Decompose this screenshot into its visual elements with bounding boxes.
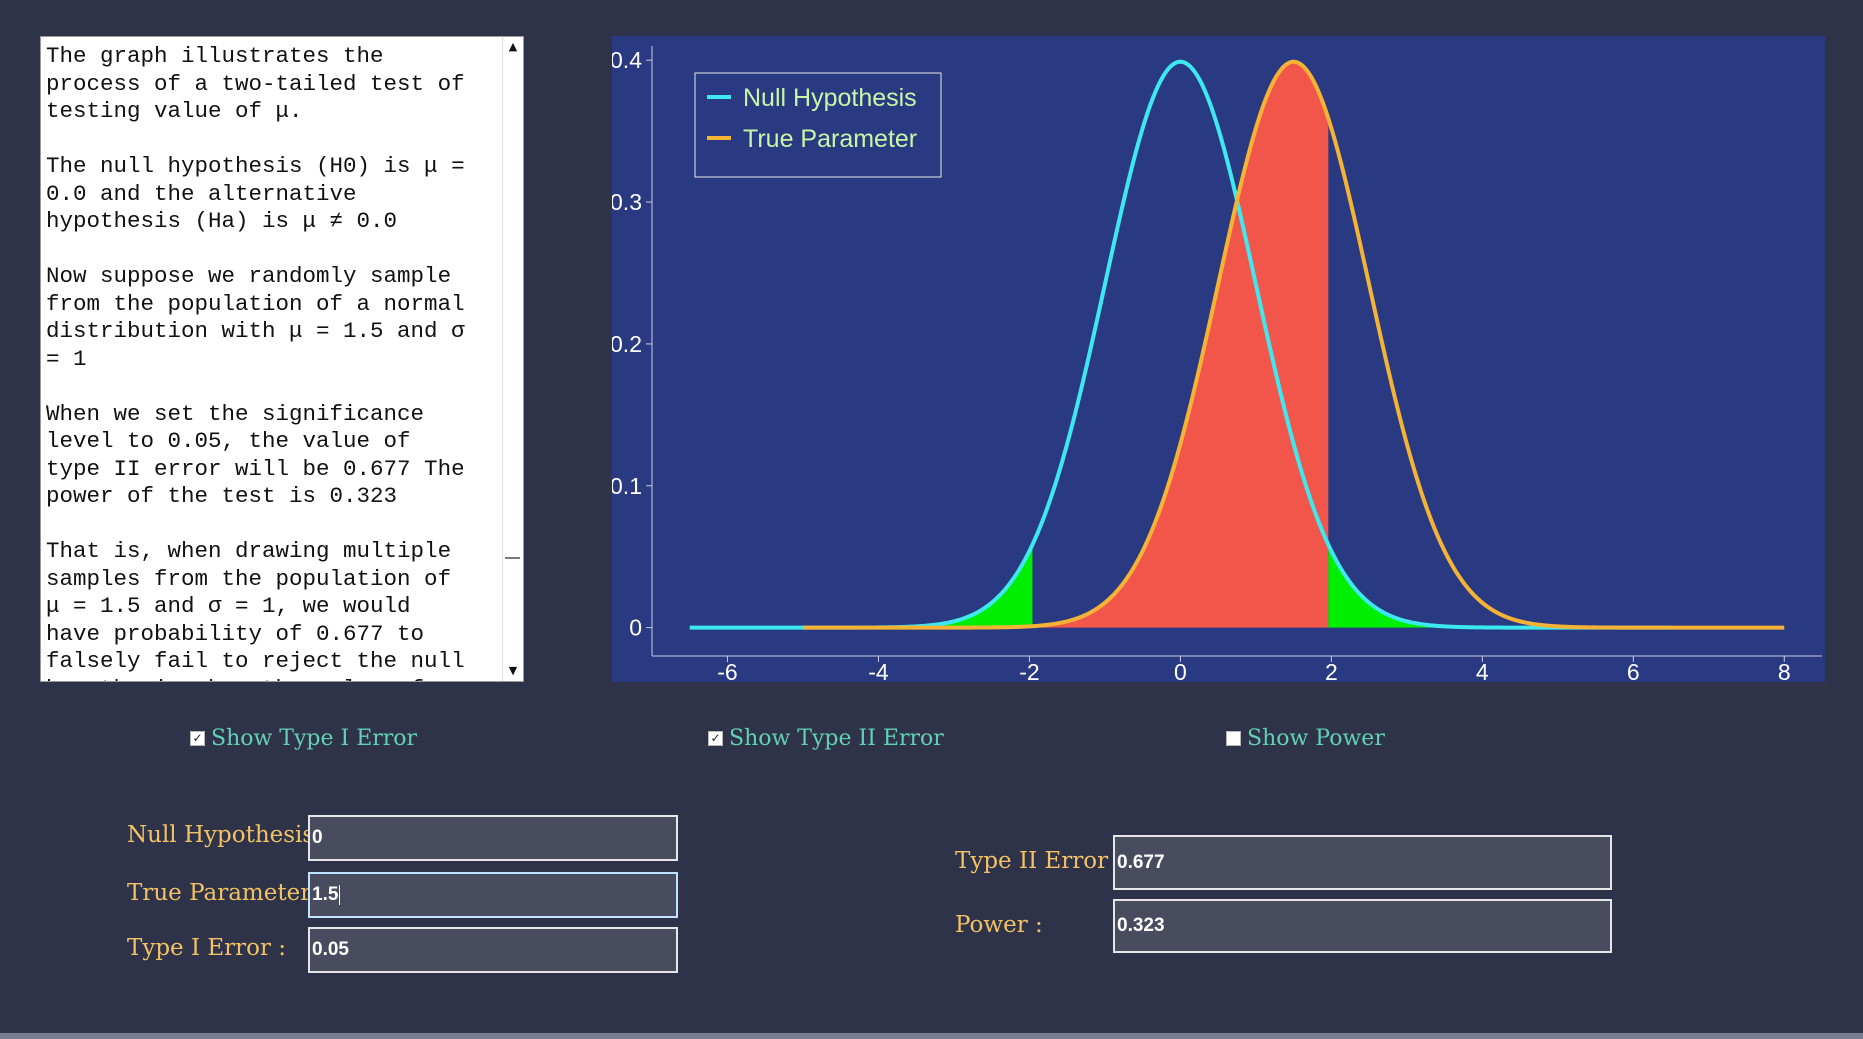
type1-error-area-right xyxy=(1328,544,1672,628)
type2-error-area xyxy=(1032,61,1329,628)
type2-error-label: Type II Error : xyxy=(955,848,1124,874)
power-value: 0.323 xyxy=(1117,915,1165,936)
true-parameter-label: True Parameter : xyxy=(127,880,327,906)
explanation-text-panel[interactable]: The graph illustrates the process of a t… xyxy=(40,36,524,682)
x-tick-label: 0 xyxy=(1174,659,1187,682)
type2-checkbox-box[interactable]: ✓ xyxy=(708,731,723,746)
y-tick-label: 0.3 xyxy=(612,189,642,215)
chart-svg: -6 -4 -2 0 2 4 6 8 0 0.1 0.2 0.3 0.4 Null Hypothesis T… xyxy=(612,46,1822,682)
type2-error-output[interactable]: 0.677 xyxy=(1113,835,1612,890)
legend-true-label: True Parameter xyxy=(743,125,917,153)
y-tick-label: 0.4 xyxy=(612,47,642,73)
x-tick-label: 8 xyxy=(1778,659,1791,682)
show-power-checkbox[interactable]: Show Power xyxy=(1226,726,1385,751)
legend-null-label: Null Hypothesis xyxy=(743,84,917,112)
type2-checkbox-label: Show Type II Error xyxy=(729,726,944,751)
type2-error-value: 0.677 xyxy=(1117,851,1165,873)
power-checkbox-box[interactable] xyxy=(1226,731,1241,746)
type1-error-value: 0.05 xyxy=(312,939,349,960)
scrollbar-thumb[interactable] xyxy=(505,59,520,559)
type1-error-input[interactable]: 0.05 xyxy=(308,927,678,973)
show-type2-error-checkbox[interactable]: ✓ Show Type II Error xyxy=(708,726,944,751)
y-tick-label: 0.1 xyxy=(612,473,642,499)
x-tick-label: -2 xyxy=(1019,659,1039,682)
power-output[interactable]: 0.323 xyxy=(1113,899,1612,953)
type1-checkbox-box[interactable]: ✓ xyxy=(190,731,205,746)
x-tick-label: 4 xyxy=(1476,659,1489,682)
null-hypothesis-input[interactable]: 0 xyxy=(308,815,678,861)
show-type1-error-checkbox[interactable]: ✓ Show Type I Error xyxy=(190,726,417,751)
explanation-text: The graph illustrates the process of a t… xyxy=(46,43,465,681)
text-caret xyxy=(339,885,341,905)
scroll-down-arrow-icon[interactable]: ▼ xyxy=(508,664,518,677)
scroll-up-arrow-icon[interactable]: ▲ xyxy=(508,40,518,53)
x-tick-label: 6 xyxy=(1627,659,1640,682)
x-tick-label: 2 xyxy=(1325,659,1338,682)
legend-box xyxy=(694,72,942,178)
explanation-scrollbar[interactable]: ▲ ▼ xyxy=(502,37,523,681)
type1-error-label: Type I Error : xyxy=(127,935,287,961)
true-parameter-curve xyxy=(802,59,1785,630)
distribution-chart: -6 -4 -2 0 2 4 6 8 0 0.1 0.2 0.3 0.4 Null Hypothesis T… xyxy=(612,36,1825,682)
y-tick-label: 0 xyxy=(629,615,642,641)
type1-checkbox-label: Show Type I Error xyxy=(211,726,418,751)
y-tick-label: 0.2 xyxy=(612,331,642,357)
x-tick-label: -4 xyxy=(868,659,889,682)
bottom-edge xyxy=(0,1033,1863,1039)
true-parameter-value: 1.5 xyxy=(312,884,339,905)
power-label: Power : xyxy=(955,912,1043,938)
true-parameter-input[interactable]: 1.5 xyxy=(308,872,678,918)
power-checkbox-label: Show Power xyxy=(1247,726,1385,751)
null-hypothesis-label: Null Hypothesis : xyxy=(127,822,330,848)
x-tick-label: -6 xyxy=(717,659,737,682)
type1-error-area-left xyxy=(689,544,1033,628)
null-hypothesis-value: 0 xyxy=(312,827,323,848)
